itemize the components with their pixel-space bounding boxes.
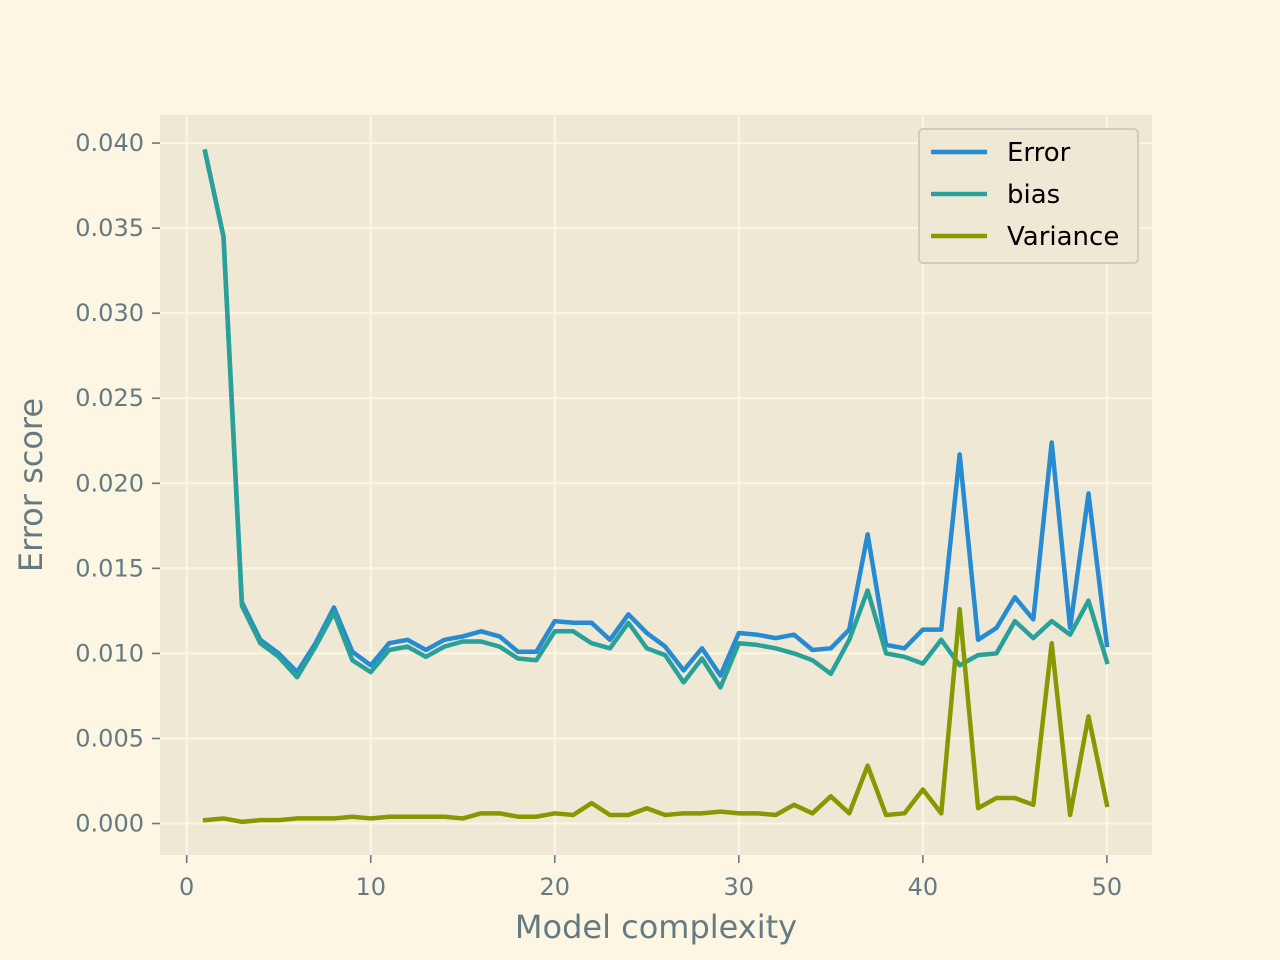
x-tick-label: 40	[908, 873, 939, 901]
x-tick-label: 10	[355, 873, 386, 901]
grid	[160, 115, 1152, 855]
y-tick-label: 0.005	[75, 724, 144, 752]
series-line-error	[202, 148, 1110, 678]
x-tick-label: 50	[1092, 873, 1123, 901]
legend-label-bias: bias	[1007, 180, 1060, 210]
legend-label-variance: Variance	[1007, 222, 1119, 252]
series-lines	[202, 148, 1110, 825]
y-tick-label: 0.015	[75, 554, 144, 582]
legend: Error bias Variance	[918, 128, 1139, 264]
x-tick-label: 20	[540, 873, 571, 901]
axis-ticks: 0 10 20 30 40 50 0.000 0.005 0.010 0.015 0.020 0.02…	[75, 129, 1122, 901]
y-tick-label: 0.030	[75, 299, 144, 327]
y-tick-label: 0.010	[75, 639, 144, 667]
y-tick-label: 0.025	[75, 384, 144, 412]
x-axis-label: Model complexity	[515, 908, 797, 946]
series-line-variance	[202, 606, 1110, 825]
y-tick-label: 0.000	[75, 810, 144, 838]
legend-label-error: Error	[1007, 138, 1071, 168]
x-tick-label: 30	[724, 873, 755, 901]
y-axis-label: Error score	[12, 398, 50, 572]
y-tick-label: 0.035	[75, 214, 144, 242]
y-tick-label: 0.020	[75, 469, 144, 497]
y-tick-label: 0.040	[75, 129, 144, 157]
legend-frame	[918, 128, 1139, 264]
x-tick-label: 0	[179, 873, 194, 901]
